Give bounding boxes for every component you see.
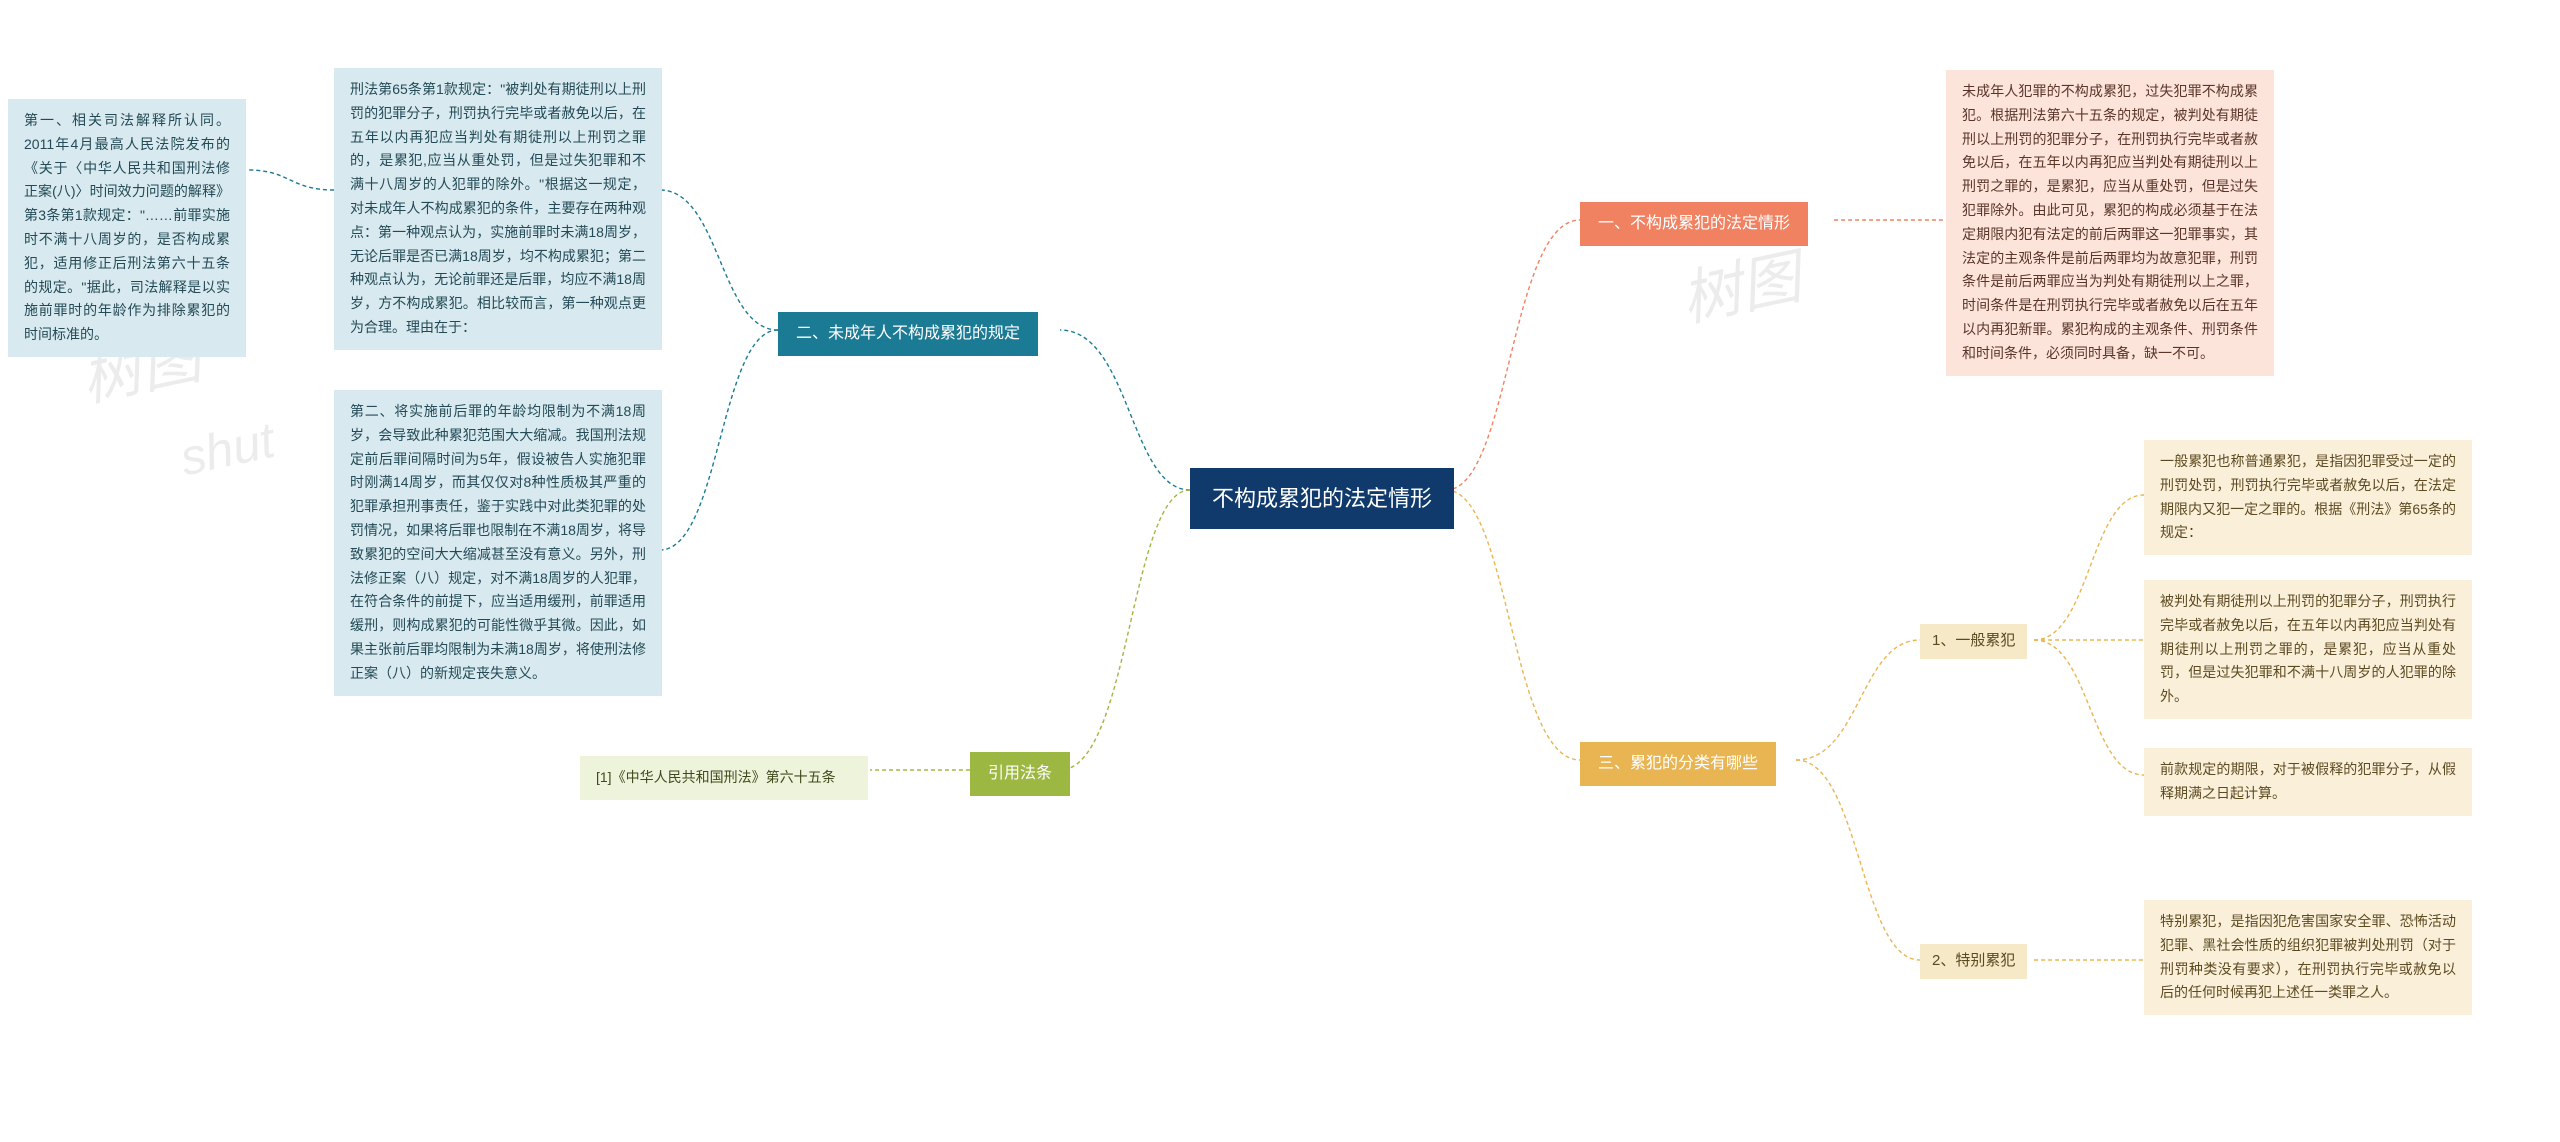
branch-3-sub-1: 1、一般累犯	[1920, 624, 2027, 659]
branch-3-sub1-leaf-0: 一般累犯也称普通累犯，是指因犯罪受过一定的刑罚处罚，刑罚执行完毕或者赦免以后，在…	[2144, 440, 2472, 555]
branch-3-sub1-leaf-1: 被判处有期徒刑以上刑罚的犯罪分子，刑罚执行完毕或者赦免以后，在五年以内再犯应当判…	[2144, 580, 2472, 719]
branch-4-node: 引用法条	[970, 752, 1070, 796]
branch-1-node: 一、不构成累犯的法定情形	[1580, 202, 1808, 246]
branch-2-leaf-0: 刑法第65条第1款规定："被判处有期徒刑以上刑罚的犯罪分子，刑罚执行完毕或者赦免…	[334, 68, 662, 350]
root-node: 不构成累犯的法定情形	[1190, 468, 1454, 529]
branch-2-leaf-1: 第一、相关司法解释所认同。2011年4月最高人民法院发布的《关于〈中华人民共和国…	[8, 99, 246, 357]
branch-3-sub-2: 2、特别累犯	[1920, 944, 2027, 979]
branch-1-leaf: 未成年人犯罪的不构成累犯，过失犯罪不构成累犯。根据刑法第六十五条的规定，被判处有…	[1946, 70, 2274, 376]
branch-2-node: 二、未成年人不构成累犯的规定	[778, 312, 1038, 356]
branch-4-leaf-0: [1]《中华人民共和国刑法》第六十五条	[580, 756, 868, 800]
branch-2-leaf-2: 第二、将实施前后罪的年龄均限制为不满18周岁，会导致此种累犯范围大大缩减。我国刑…	[334, 390, 662, 696]
watermark-text: shut	[175, 411, 280, 487]
branch-3-sub2-leaf-0: 特别累犯，是指因犯危害国家安全罪、恐怖活动犯罪、黑社会性质的组织犯罪被判处刑罚（…	[2144, 900, 2472, 1015]
branch-3-node: 三、累犯的分类有哪些	[1580, 742, 1776, 786]
branch-3-sub1-leaf-2: 前款规定的期限，对于被假释的犯罪分子，从假释期满之日起计算。	[2144, 748, 2472, 816]
